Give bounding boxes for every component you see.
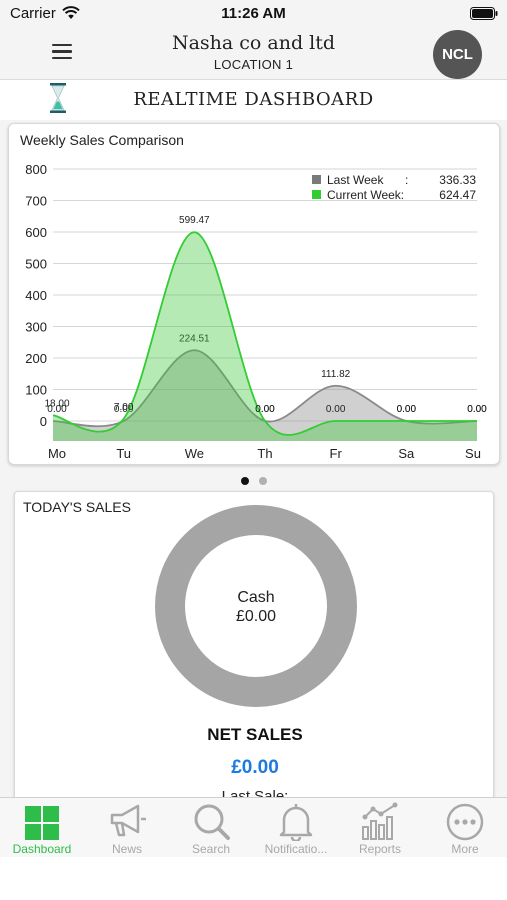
bell-icon xyxy=(279,804,313,841)
tab-more[interactable]: More xyxy=(423,798,507,858)
net-sales-label: NET SALES xyxy=(207,725,303,744)
data-label: 7.00 xyxy=(114,402,134,413)
tab-label: Dashboard xyxy=(12,842,72,856)
data-label: 111.82 xyxy=(321,369,351,380)
page-indicator[interactable] xyxy=(0,472,507,485)
home-indicator-area xyxy=(0,857,507,900)
y-tick-label: 500 xyxy=(25,257,47,272)
donut-payment-type: Cash xyxy=(237,589,275,606)
megaphone-icon xyxy=(110,804,146,837)
tab-search[interactable]: Search xyxy=(169,798,253,858)
tab-label: Reports xyxy=(358,842,402,856)
dashboard-icon xyxy=(25,806,59,840)
x-tick-label: Th xyxy=(257,446,272,461)
legend-swatch xyxy=(312,190,321,199)
y-tick-label: 100 xyxy=(25,383,47,398)
dashboard-header: REALTIME DASHBOARD xyxy=(0,80,507,120)
search-icon xyxy=(194,804,230,840)
nav-header: Nasha co and ltd LOCATION 1 NCL xyxy=(0,28,507,80)
location-name: LOCATION 1 xyxy=(213,57,294,72)
weekly-sales-card[interactable]: 80070060050040030020010000.000.00224.510… xyxy=(8,123,500,465)
dashboard-title: REALTIME DASHBOARD xyxy=(133,89,374,110)
tab-label: Search xyxy=(191,842,231,856)
tab-label: More xyxy=(451,842,479,856)
reports-icon xyxy=(362,802,398,840)
status-bar: Carrier 11:26 AM xyxy=(0,0,507,28)
y-tick-label: 300 xyxy=(25,320,47,335)
weekly-sales-chart: 80070060050040030020010000.000.00224.510… xyxy=(25,162,487,461)
y-tick-label: 600 xyxy=(25,225,47,240)
hamburger-menu-icon[interactable] xyxy=(52,44,72,60)
tab-bar: Dashboard News Search Notificatio... xyxy=(0,797,507,857)
chart-title: Weekly Sales Comparison xyxy=(20,132,184,148)
x-tick-label: Sa xyxy=(398,446,415,461)
x-tick-label: Mo xyxy=(48,446,66,461)
legend-value: 336.33 xyxy=(439,173,476,187)
y-tick-label: 400 xyxy=(25,288,47,303)
battery-icon xyxy=(470,7,498,20)
legend-swatch xyxy=(312,175,321,184)
sales-donut-chart[interactable]: Cash £0.00 xyxy=(155,505,357,707)
donut-payment-value: £0.00 xyxy=(235,608,277,625)
data-label: 599.47 xyxy=(179,215,210,226)
hourglass-icon xyxy=(50,83,66,113)
tab-label: Notificatio... xyxy=(264,842,328,856)
data-label: 0.00 xyxy=(255,404,275,415)
net-sales-value: £0.00 xyxy=(231,757,279,778)
todays-sales-title: TODAY'S SALES xyxy=(23,499,131,515)
data-label: 0.00 xyxy=(47,404,67,415)
legend-separator: : xyxy=(405,173,408,187)
status-time: 11:26 AM xyxy=(221,5,286,22)
y-tick-label: 700 xyxy=(25,194,47,209)
data-label: 0.00 xyxy=(467,404,487,415)
page-dot[interactable] xyxy=(258,477,267,485)
tab-dashboard[interactable]: Dashboard xyxy=(0,798,84,858)
x-tick-label: We xyxy=(185,446,204,461)
tab-label: News xyxy=(111,842,142,856)
avatar[interactable]: NCL xyxy=(433,30,482,79)
wifi-icon xyxy=(62,6,80,19)
page-dot[interactable] xyxy=(240,477,249,485)
x-tick-label: Tu xyxy=(116,446,131,461)
company-name: Nasha co and ltd xyxy=(171,32,336,54)
data-label: 224.51 xyxy=(179,333,210,344)
tab-notifications[interactable]: Notificatio... xyxy=(254,798,338,858)
tab-news[interactable]: News xyxy=(85,798,169,858)
data-label: 0.00 xyxy=(114,404,134,415)
y-tick-label: 200 xyxy=(25,351,47,366)
x-tick-label: Su xyxy=(465,446,481,461)
data-label: 18.00 xyxy=(44,398,69,409)
x-tick-label: Fr xyxy=(330,446,343,461)
data-label: 0.00 xyxy=(467,404,487,415)
current-week-area xyxy=(53,232,477,441)
data-label: 0.00 xyxy=(255,404,275,415)
last-week-area xyxy=(53,350,477,441)
donut-center-label: Cash £0.00 xyxy=(185,588,327,626)
data-label: 0.00 xyxy=(397,404,417,415)
legend-label: Current Week: xyxy=(327,188,404,202)
data-label: 0.00 xyxy=(397,404,417,415)
tab-reports[interactable]: Reports xyxy=(338,798,422,858)
more-icon xyxy=(446,803,484,841)
legend-value: 624.47 xyxy=(439,188,476,202)
current-week-line xyxy=(52,231,477,436)
todays-sales-card[interactable]: TODAY'S SALES Cash £0.00 NET SALES £0.00… xyxy=(14,491,494,805)
y-tick-label: 0 xyxy=(40,414,47,429)
y-tick-label: 800 xyxy=(25,162,47,177)
data-label: 0.00 xyxy=(326,404,346,415)
carrier-label: Carrier xyxy=(10,5,56,22)
legend-label: Last Week xyxy=(327,173,384,187)
